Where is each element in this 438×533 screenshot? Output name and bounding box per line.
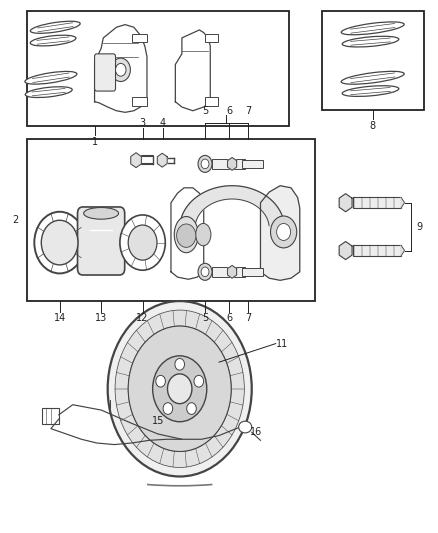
Polygon shape [171,188,204,279]
Ellipse shape [25,71,77,84]
Polygon shape [228,158,237,170]
Text: 14: 14 [53,313,66,323]
Circle shape [175,359,184,370]
Text: 11: 11 [276,338,289,349]
Circle shape [163,403,173,414]
Text: 7: 7 [245,106,251,116]
FancyBboxPatch shape [78,207,125,275]
Circle shape [194,375,204,387]
Circle shape [156,375,166,387]
Text: 4: 4 [160,118,166,128]
Text: 6: 6 [226,106,233,116]
Circle shape [34,212,85,273]
Bar [205,34,218,42]
Circle shape [201,159,209,168]
FancyBboxPatch shape [95,54,116,91]
Text: 2: 2 [12,215,18,225]
Circle shape [187,403,196,414]
Bar [242,160,263,167]
Circle shape [116,63,126,76]
Polygon shape [228,265,237,278]
Text: 5: 5 [202,106,208,116]
Text: 8: 8 [370,120,376,131]
Bar [27,11,289,126]
Circle shape [177,224,196,247]
Ellipse shape [342,86,399,96]
Ellipse shape [341,71,404,84]
Bar [205,98,218,106]
Polygon shape [401,245,405,256]
Circle shape [128,326,231,451]
Circle shape [167,374,192,403]
Text: 5: 5 [202,313,208,323]
Polygon shape [95,25,147,112]
Ellipse shape [174,216,198,253]
Polygon shape [339,241,352,260]
Bar [321,11,424,110]
Text: 13: 13 [95,313,107,323]
Polygon shape [261,185,300,280]
Polygon shape [157,154,167,167]
Bar [242,268,263,276]
Text: 3: 3 [140,118,146,128]
Text: 15: 15 [152,416,164,426]
Circle shape [198,156,212,172]
Ellipse shape [25,87,72,98]
Text: 6: 6 [226,313,233,323]
Text: 7: 7 [245,313,251,323]
Text: 9: 9 [417,222,423,232]
Bar [353,197,401,208]
Circle shape [108,301,252,477]
Circle shape [111,58,131,82]
Circle shape [120,215,165,270]
Bar [132,98,147,106]
Ellipse shape [341,22,404,35]
Polygon shape [175,30,210,111]
Ellipse shape [30,35,76,46]
Text: 12: 12 [136,313,149,323]
Circle shape [201,267,209,277]
Text: 16: 16 [250,427,262,438]
Circle shape [198,263,212,280]
Circle shape [277,223,290,240]
Ellipse shape [30,21,80,33]
Bar [27,139,315,301]
Polygon shape [131,153,141,167]
Circle shape [41,220,78,265]
Circle shape [128,225,157,260]
Polygon shape [339,193,352,212]
Bar [212,159,245,168]
Circle shape [152,356,207,422]
Ellipse shape [196,223,211,246]
Ellipse shape [84,207,119,219]
Polygon shape [180,185,284,225]
Bar [42,408,59,424]
Text: 1: 1 [92,136,98,147]
Circle shape [271,216,297,248]
Bar [353,245,401,256]
Bar [212,267,245,277]
Ellipse shape [239,421,252,433]
Bar [132,34,147,42]
Polygon shape [401,197,405,208]
Ellipse shape [342,36,399,47]
